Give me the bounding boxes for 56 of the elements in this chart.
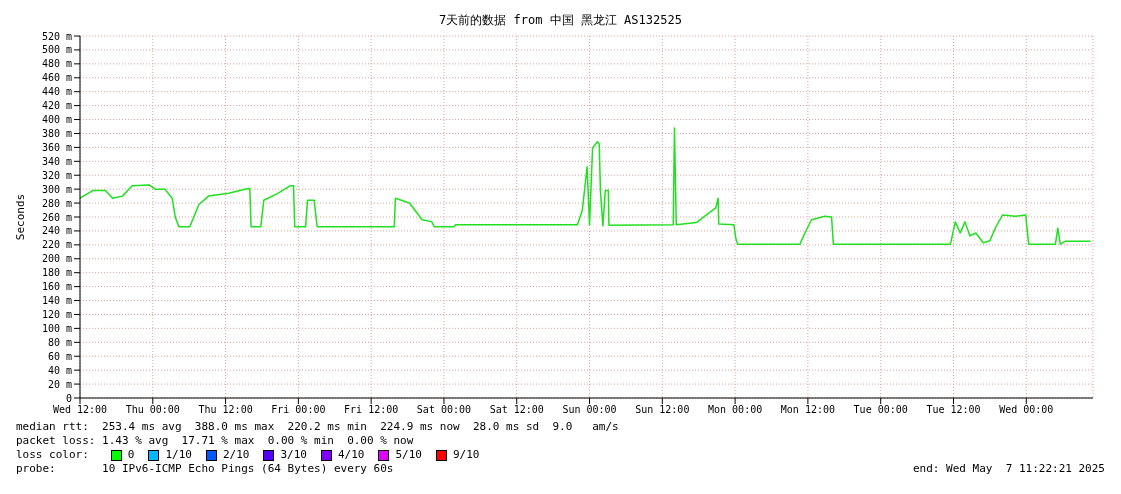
text: probe: 10 IPv6-ICMP Echo Pings (64 Bytes) every 60s: [16, 462, 394, 476]
x-tick-label: Sun 12:00: [635, 404, 690, 416]
chart-title: 7天前的数据 from 中国 黑龙江 AS132525: [438, 12, 683, 29]
y-tick-label: 420 m: [41, 100, 72, 112]
y-tick-label: 100 m: [41, 322, 72, 334]
y-tick-label: 80 m: [47, 336, 72, 348]
y-tick-label: 440 m: [41, 86, 72, 98]
y-tick-label: 120 m: [41, 309, 72, 321]
y-tick-label: 260 m: [41, 211, 72, 223]
x-tick-label: Fri 00:00: [271, 404, 326, 416]
y-tick-label: 220 m: [41, 239, 72, 251]
y-tick-label: 400 m: [41, 114, 72, 126]
text: end: Wed May 7 11:22:21 2025: [912, 462, 1105, 476]
y-tick-label: 360 m: [41, 141, 72, 153]
y-tick-label: 20 m: [47, 378, 72, 390]
text: 0: [127, 448, 135, 462]
text: 9/10: [452, 448, 480, 462]
y-tick-label: 60 m: [47, 350, 72, 362]
y-tick-label: 500 m: [41, 44, 72, 56]
y-tick-label: 340 m: [41, 155, 72, 167]
x-tick-label: Fri 12:00: [344, 404, 399, 416]
y-tick-label: 140 m: [41, 295, 72, 307]
x-tick-label: Thu 00:00: [125, 404, 180, 416]
text: loss color:: [16, 448, 89, 462]
x-tick-label: Tue 00:00: [853, 404, 908, 416]
x-tick-label: Wed 12:00: [52, 404, 108, 416]
y-tick-label: 320 m: [41, 169, 72, 181]
x-tick-label: Mon 12:00: [780, 404, 835, 416]
text: 3/10: [280, 448, 307, 462]
y-tick-label: 300 m: [41, 183, 72, 195]
y-tick-label: 180 m: [41, 267, 72, 279]
line-series: [80, 127, 1092, 245]
x-tick-label: Tue 12:00: [926, 404, 981, 416]
y-tick-label: 240 m: [41, 225, 72, 237]
y-tick-label: 380 m: [41, 128, 72, 140]
x-tick-label: Sat 00:00: [416, 404, 472, 416]
y-tick-label: 160 m: [41, 281, 72, 293]
y-tick-label: 460 m: [41, 72, 72, 84]
y-tick-label: 40 m: [47, 364, 72, 376]
y-tick-label: 280 m: [41, 197, 72, 209]
y-axis-title: Seconds: [13, 193, 27, 241]
text: 4/10: [337, 448, 365, 462]
y-tick-label: 200 m: [41, 253, 72, 265]
text: 1/10: [165, 448, 192, 462]
text: 2/10: [222, 448, 250, 462]
x-tick-label: Thu 12:00: [198, 404, 253, 416]
x-tick-label: Mon 00:00: [708, 404, 763, 416]
text: packet loss: 1.43 % avg 17.71 % max 0.00 % min 0.00 % now: [16, 434, 415, 448]
text: median rtt: 253.4 ms avg 388.0 ms max 220.2 ms min 224.9 ms now 28.0 ms sd 9.0 am/s: [16, 420, 620, 434]
text: 5/10: [395, 448, 422, 462]
y-tick-label: 0: [65, 392, 72, 404]
y-tick-label: 520 m: [41, 30, 72, 42]
y-tick-label: 480 m: [41, 58, 72, 70]
x-tick-label: Sun 00:00: [562, 404, 617, 416]
x-tick-label: Wed 00:00: [999, 404, 1054, 416]
x-tick-label: Sat 12:00: [489, 404, 544, 416]
